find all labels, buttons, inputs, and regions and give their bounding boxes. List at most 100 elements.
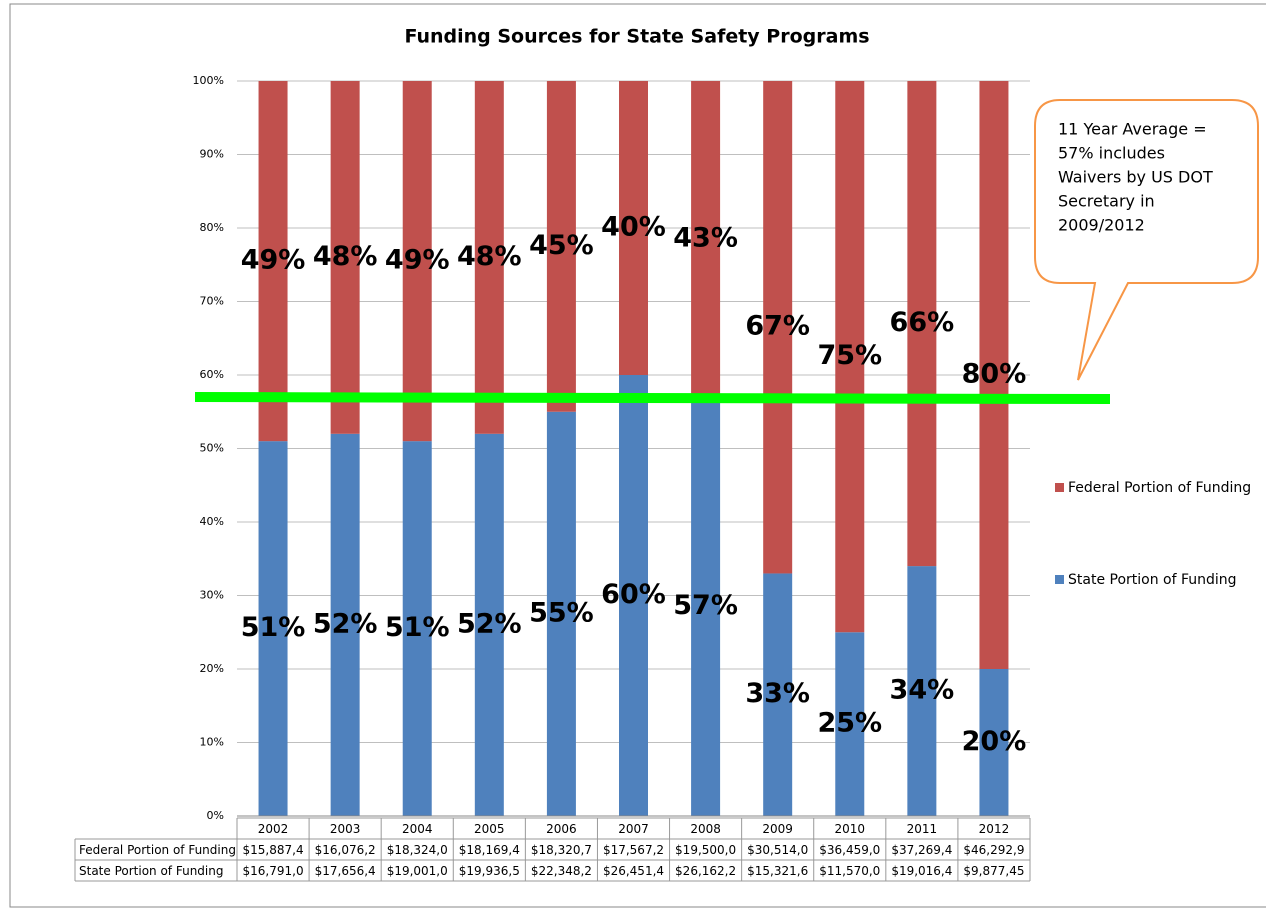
bar-segment bbox=[979, 81, 1009, 669]
y-tick-label: 90% bbox=[200, 148, 224, 161]
bar-segment bbox=[691, 81, 721, 398]
data-label: 80% bbox=[962, 359, 1027, 390]
data-label: 33% bbox=[745, 678, 810, 709]
legend-swatch bbox=[1055, 483, 1064, 492]
bar-segment bbox=[330, 433, 360, 816]
x-tick-label: 2004 bbox=[402, 822, 433, 836]
table-cell: $36,459,0 bbox=[819, 843, 880, 857]
bar-segment bbox=[979, 669, 1009, 816]
bar-segment bbox=[258, 81, 288, 442]
annotation-text: 57% includes bbox=[1058, 144, 1165, 163]
data-label: 51% bbox=[241, 612, 306, 643]
y-tick-label: 40% bbox=[200, 515, 224, 528]
data-label: 60% bbox=[601, 579, 666, 610]
bar-segment bbox=[330, 81, 360, 434]
y-tick-label: 100% bbox=[193, 74, 224, 87]
table-cell: $46,292,9 bbox=[963, 843, 1024, 857]
annotation-text: Secretary in bbox=[1058, 192, 1155, 211]
x-tick-label: 2008 bbox=[690, 822, 721, 836]
x-tick-label: 2009 bbox=[762, 822, 793, 836]
x-tick-label: 2010 bbox=[834, 822, 865, 836]
bar-segment bbox=[763, 573, 793, 816]
x-tick-label: 2006 bbox=[546, 822, 577, 836]
y-tick-label: 0% bbox=[207, 809, 224, 822]
table-cell: $19,016,4 bbox=[891, 864, 952, 878]
data-label: 49% bbox=[385, 245, 450, 276]
table-cell: $26,451,4 bbox=[603, 864, 664, 878]
y-tick-label: 50% bbox=[200, 442, 224, 455]
y-tick-label: 70% bbox=[200, 295, 224, 308]
table-cell: $37,269,4 bbox=[891, 843, 952, 857]
data-label: 67% bbox=[745, 311, 810, 342]
x-tick-label: 2012 bbox=[979, 822, 1010, 836]
data-label: 20% bbox=[962, 726, 1027, 757]
bar-segment bbox=[402, 81, 432, 442]
annotation-text: Waivers by US DOT bbox=[1058, 168, 1213, 187]
data-label: 40% bbox=[601, 212, 666, 243]
bar-segment bbox=[619, 375, 648, 816]
data-label: 25% bbox=[817, 708, 882, 739]
bar-segment bbox=[546, 411, 576, 816]
data-label: 66% bbox=[890, 307, 955, 338]
table-cell: $17,656,4 bbox=[315, 864, 376, 878]
bar-segment bbox=[474, 81, 504, 434]
annotation-text: 2009/2012 bbox=[1058, 216, 1145, 235]
table-cell: $22,348,2 bbox=[531, 864, 592, 878]
bar-segment bbox=[474, 433, 504, 816]
table-cell: $15,321,6 bbox=[747, 864, 808, 878]
data-label: 55% bbox=[529, 597, 594, 628]
data-label: 57% bbox=[673, 590, 738, 621]
table-cell: $18,324,0 bbox=[387, 843, 448, 857]
table-cell: $18,169,4 bbox=[459, 843, 520, 857]
data-label: 45% bbox=[529, 230, 594, 261]
bar-segment bbox=[619, 81, 648, 375]
bar-segment bbox=[691, 397, 721, 816]
bar-segment bbox=[835, 632, 865, 816]
x-tick-label: 2002 bbox=[258, 822, 289, 836]
data-label: 51% bbox=[385, 612, 450, 643]
y-tick-label: 10% bbox=[200, 736, 224, 749]
data-label: 52% bbox=[457, 608, 522, 639]
table-cell: $17,567,2 bbox=[603, 843, 664, 857]
y-tick-label: 80% bbox=[200, 221, 224, 234]
data-label: 49% bbox=[241, 245, 306, 276]
data-label: 48% bbox=[457, 241, 522, 272]
y-tick-label: 20% bbox=[200, 662, 224, 675]
bar-segment bbox=[258, 441, 288, 816]
data-label: 34% bbox=[890, 675, 955, 706]
table-cell: $15,887,4 bbox=[243, 843, 304, 857]
x-tick-label: 2003 bbox=[330, 822, 361, 836]
table-cell: $11,570,0 bbox=[819, 864, 880, 878]
bar-segment bbox=[546, 81, 576, 412]
data-label: 48% bbox=[313, 241, 378, 272]
bar-segment bbox=[763, 81, 793, 574]
x-tick-label: 2011 bbox=[907, 822, 938, 836]
table-cell: $19,936,5 bbox=[459, 864, 520, 878]
table-cell: $26,162,2 bbox=[675, 864, 736, 878]
table-cell: $9,877,45 bbox=[963, 864, 1024, 878]
data-label: 43% bbox=[673, 223, 738, 254]
bar-segment bbox=[907, 566, 937, 816]
data-label: 52% bbox=[313, 608, 378, 639]
table-cell: $19,001,0 bbox=[387, 864, 448, 878]
chart-title: Funding Sources for State Safety Program… bbox=[404, 26, 869, 48]
y-tick-label: 30% bbox=[200, 589, 224, 602]
legend-swatch bbox=[1055, 575, 1064, 584]
table-cell: $16,076,2 bbox=[315, 843, 376, 857]
x-tick-label: 2005 bbox=[474, 822, 505, 836]
table-row-label: State Portion of Funding bbox=[79, 864, 223, 878]
table-cell: $16,791,0 bbox=[243, 864, 304, 878]
table-cell: $30,514,0 bbox=[747, 843, 808, 857]
table-cell: $18,320,7 bbox=[531, 843, 592, 857]
legend-label: Federal Portion of Funding bbox=[1068, 480, 1251, 496]
legend-label: State Portion of Funding bbox=[1068, 572, 1237, 588]
annotation-text: 11 Year Average = bbox=[1058, 120, 1207, 139]
bar-segment bbox=[402, 441, 432, 816]
table-row-label: Federal Portion of Funding bbox=[79, 843, 236, 857]
bar-segment bbox=[907, 81, 937, 567]
bar-segment bbox=[835, 81, 865, 633]
x-tick-label: 2007 bbox=[618, 822, 649, 836]
reference-line bbox=[194, 392, 1111, 405]
y-tick-label: 60% bbox=[200, 368, 224, 381]
